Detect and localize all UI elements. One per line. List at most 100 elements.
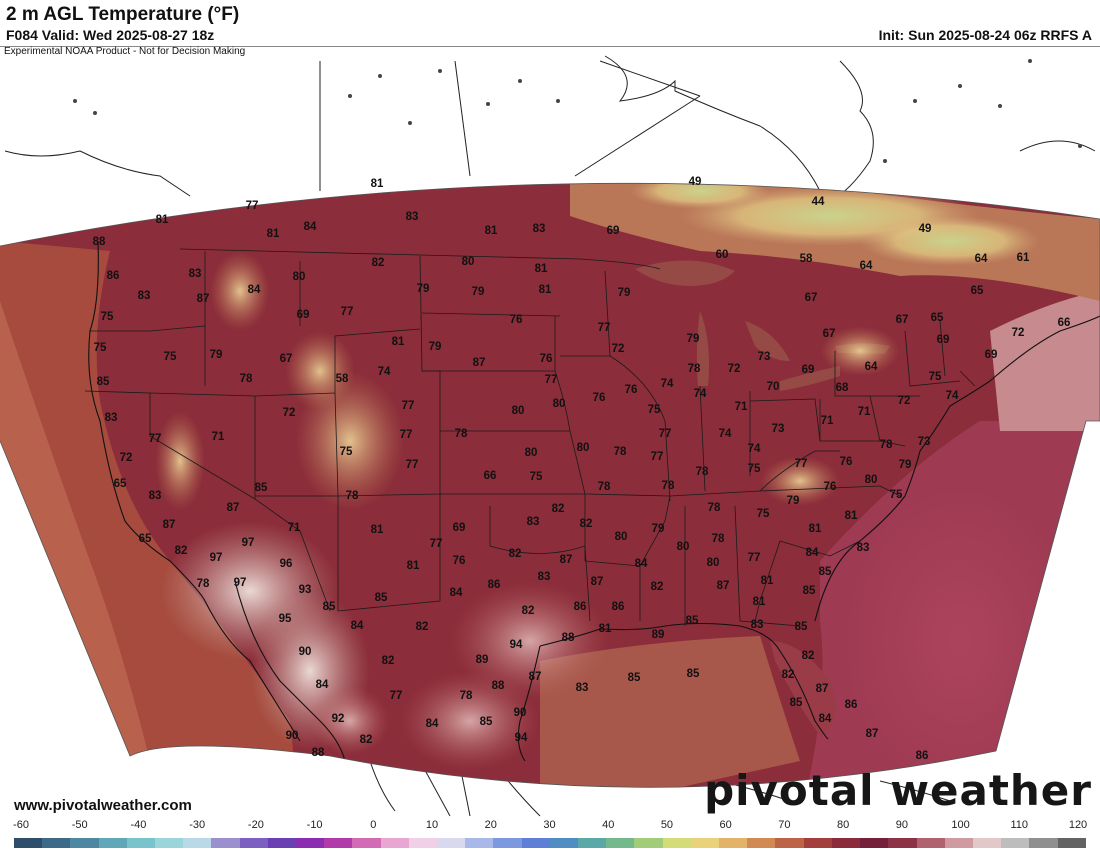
temp-label: 85 bbox=[686, 615, 699, 627]
colorbar-swatch bbox=[296, 838, 325, 848]
temp-label: 85 bbox=[687, 668, 700, 680]
temp-label: 65 bbox=[931, 312, 944, 324]
temp-label: 82 bbox=[509, 548, 522, 560]
outer-islands bbox=[73, 59, 1082, 163]
temp-label: 82 bbox=[175, 545, 188, 557]
colorbar-swatch bbox=[944, 838, 973, 848]
domain-border bbox=[0, 182, 1100, 788]
temp-label: 97 bbox=[210, 552, 223, 564]
temp-label: 67 bbox=[896, 314, 909, 326]
outer-boundaries bbox=[4, 55, 1096, 817]
colorbar-tick-label: -40 bbox=[130, 819, 147, 831]
temp-label: 89 bbox=[476, 654, 489, 666]
colorbar-tick-label: 50 bbox=[660, 819, 674, 831]
temp-label: 72 bbox=[1012, 327, 1025, 339]
temp-label: 74 bbox=[661, 378, 674, 390]
colorbar-swatch bbox=[662, 838, 691, 848]
temp-label: 82 bbox=[522, 605, 535, 617]
temp-label: 61 bbox=[1017, 252, 1030, 264]
temp-label: 94 bbox=[515, 732, 528, 744]
temp-label: 83 bbox=[538, 571, 551, 583]
temp-label: 81 bbox=[539, 284, 552, 296]
temp-label: 85 bbox=[97, 376, 110, 388]
temp-label: 75 bbox=[648, 404, 661, 416]
temp-label: 80 bbox=[577, 442, 590, 454]
temp-label: 83 bbox=[138, 290, 151, 302]
temp-label: 71 bbox=[735, 401, 748, 413]
temp-label: 71 bbox=[288, 522, 301, 534]
temp-label: 81 bbox=[371, 178, 384, 190]
state-borders bbox=[84, 248, 976, 627]
temp-label: 88 bbox=[312, 747, 325, 759]
temp-label: 85 bbox=[819, 566, 832, 578]
temp-label: 77 bbox=[246, 200, 259, 212]
disclaimer: Experimental NOAA Product - Not for Deci… bbox=[4, 46, 246, 57]
colorbar-tick-label: 30 bbox=[543, 819, 556, 831]
temp-label: 78 bbox=[197, 578, 210, 590]
colorbar-swatch bbox=[831, 838, 861, 848]
colorbar-swatch bbox=[860, 838, 889, 848]
colorbar-tick-label: 40 bbox=[602, 819, 615, 831]
colorbar-swatch bbox=[267, 838, 297, 848]
temp-label: 72 bbox=[898, 395, 911, 407]
temp-label: 64 bbox=[865, 361, 878, 373]
temp-label: 86 bbox=[107, 270, 120, 282]
temp-label: 69 bbox=[985, 349, 998, 361]
temp-label: 87 bbox=[816, 683, 829, 695]
temp-label: 89 bbox=[652, 629, 665, 641]
temp-label: 49 bbox=[919, 223, 932, 235]
temp-label: 70 bbox=[767, 381, 780, 393]
temp-label: 88 bbox=[492, 680, 505, 692]
temperature-map[interactable]: 81 49 77 83 81 84 81 81 83 69 44 49 88 86 83 80 82 80 81 60… bbox=[0, 47, 1100, 818]
temp-label: 79 bbox=[417, 283, 430, 295]
temp-label: 85 bbox=[323, 601, 336, 613]
temp-label: 78 bbox=[880, 439, 893, 451]
temp-label: 49 bbox=[689, 176, 702, 188]
temp-label: 76 bbox=[453, 555, 466, 567]
colorbar-tick-label: -30 bbox=[189, 819, 206, 831]
temp-label: 81 bbox=[156, 214, 169, 226]
colorbar-tick-label: 90 bbox=[895, 819, 908, 831]
temp-label: 60 bbox=[716, 249, 729, 261]
temp-label: 75 bbox=[94, 342, 107, 354]
temp-label: 75 bbox=[757, 508, 770, 520]
colorbar-swatch bbox=[380, 838, 409, 848]
temp-label: 77 bbox=[400, 429, 413, 441]
temp-label: 74 bbox=[946, 390, 959, 402]
colorbar-swatch bbox=[521, 838, 550, 848]
temp-label: 87 bbox=[227, 502, 240, 514]
model-domain bbox=[0, 183, 1100, 788]
temp-label: 80 bbox=[512, 405, 525, 417]
temp-label: 76 bbox=[824, 481, 837, 493]
temp-label: 77 bbox=[402, 400, 415, 412]
temp-label: 81 bbox=[267, 228, 280, 240]
temp-label: 83 bbox=[533, 223, 546, 235]
temp-label: 87 bbox=[163, 519, 176, 531]
temp-label: 77 bbox=[341, 306, 354, 318]
temp-label: 85 bbox=[795, 621, 808, 633]
temp-label: 81 bbox=[371, 524, 384, 536]
temp-label: 72 bbox=[283, 407, 296, 419]
colorbar-swatch bbox=[126, 838, 156, 848]
temp-label: 58 bbox=[800, 253, 813, 265]
temp-label: 82 bbox=[782, 669, 795, 681]
colorbar-swatch bbox=[1029, 838, 1058, 848]
temp-label: 79 bbox=[787, 495, 800, 507]
temp-label: 76 bbox=[540, 353, 553, 365]
colorbar-tick-label: -50 bbox=[71, 819, 88, 831]
colorbar-swatch bbox=[98, 838, 127, 848]
temp-label: 76 bbox=[510, 314, 523, 326]
colorbar-swatch bbox=[14, 838, 43, 848]
temp-label: 84 bbox=[351, 620, 364, 632]
temp-label: 77 bbox=[748, 552, 761, 564]
temp-label: 80 bbox=[553, 398, 566, 410]
colorbar-swatch bbox=[324, 838, 353, 848]
temp-label: 58 bbox=[336, 373, 349, 385]
temp-label: 74 bbox=[748, 443, 761, 455]
website-url[interactable]: www.pivotalweather.com bbox=[14, 797, 192, 814]
temp-label: 78 bbox=[598, 481, 611, 493]
temp-label: 82 bbox=[802, 650, 815, 662]
temp-label: 79 bbox=[652, 523, 665, 535]
temp-label: 85 bbox=[255, 482, 268, 494]
map-panel[interactable]: 81 49 77 83 81 84 81 81 83 69 44 49 88 86 83 80 82 80 81 60… bbox=[0, 46, 1100, 819]
